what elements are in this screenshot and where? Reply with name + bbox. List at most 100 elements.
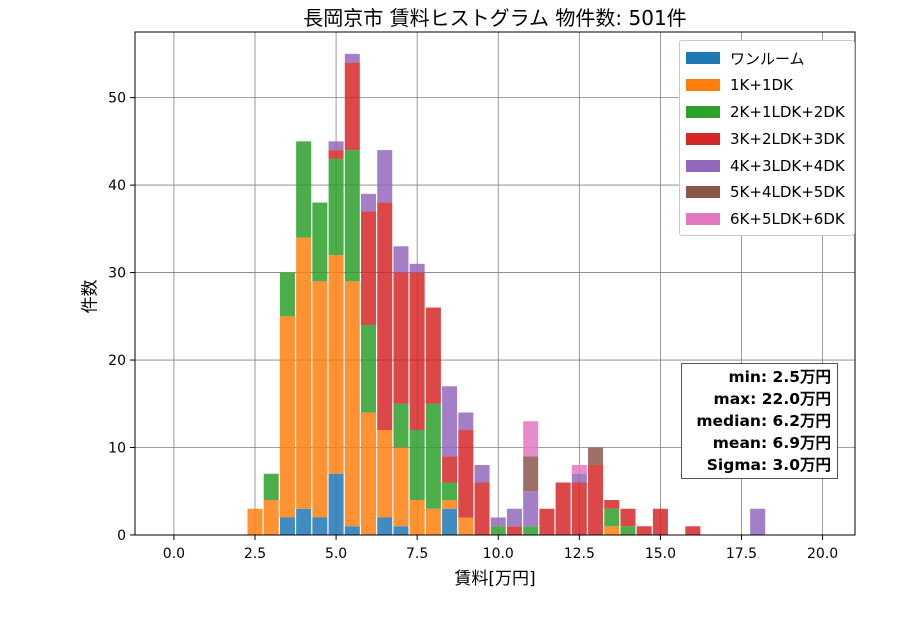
stat-min: min: 2.5万円 xyxy=(728,368,831,386)
histogram-bar xyxy=(685,526,701,535)
histogram-bar xyxy=(425,307,441,404)
legend-swatch xyxy=(686,213,720,226)
legend: ワンルーム 1K+1DK 2K+1LDK+2DK 3K+2LDK+3DK 4K+3LDK… xyxy=(679,40,855,236)
chart-title: 長岡京市 賃料ヒストグラム 物件数: 501件 xyxy=(303,6,687,30)
histogram-bar xyxy=(458,412,474,431)
x-axis-label: 賃料[万円] xyxy=(454,569,536,589)
histogram-bar xyxy=(393,272,409,404)
histogram-bar xyxy=(409,500,425,535)
x-tick-label: 10.0 xyxy=(483,546,514,562)
histogram-bar xyxy=(523,421,539,457)
histogram-bar xyxy=(588,447,604,466)
histogram-bar xyxy=(458,517,474,535)
legend-item: 4K+3LDK+4DK xyxy=(686,152,848,179)
y-tick-label: 10 xyxy=(108,441,126,457)
histogram-bar xyxy=(555,482,571,535)
x-tick-label: 15.0 xyxy=(645,546,676,562)
histogram-bar xyxy=(279,272,295,317)
histogram-bar xyxy=(571,473,587,483)
legend-swatch xyxy=(686,105,720,118)
x-tick-label: 2.5 xyxy=(244,546,266,562)
histogram-bar xyxy=(279,316,295,518)
histogram-bar xyxy=(361,325,377,413)
histogram-bar xyxy=(263,473,279,501)
legend-label: 5K+4LDK+5DK xyxy=(730,183,845,202)
y-tick-label: 40 xyxy=(108,178,126,194)
legend-label: 3K+2LDK+3DK xyxy=(730,129,845,148)
histogram-bar xyxy=(296,508,312,535)
histogram-bar xyxy=(458,430,474,518)
histogram-bar xyxy=(442,456,458,483)
histogram-bar xyxy=(636,526,652,535)
legend-swatch xyxy=(686,132,720,145)
legend-swatch xyxy=(686,52,720,65)
x-tick-label: 20.0 xyxy=(807,546,838,562)
legend-item: 2K+1LDK+2DK xyxy=(686,99,848,126)
histogram-bar xyxy=(247,508,263,535)
histogram-bar xyxy=(474,465,490,483)
histogram-bar xyxy=(490,517,506,527)
histogram-bar xyxy=(377,517,393,535)
histogram-bar xyxy=(620,508,636,527)
histogram-bar xyxy=(425,403,441,509)
histogram-bar xyxy=(393,526,409,535)
histogram-bar xyxy=(750,508,766,535)
histogram-bar xyxy=(344,53,360,63)
stat-sigma: Sigma: 3.0万円 xyxy=(706,456,831,474)
histogram-bar xyxy=(328,150,344,159)
x-tick-label: 5.0 xyxy=(325,546,347,562)
legend-label: 4K+3LDK+4DK xyxy=(730,156,845,175)
histogram-bar xyxy=(393,246,409,273)
histogram-bar xyxy=(393,447,409,527)
histogram-bar xyxy=(263,500,279,535)
histogram-bar xyxy=(312,281,328,518)
y-tick-label: 20 xyxy=(108,353,126,369)
histogram-bar xyxy=(442,386,458,457)
histogram-bar xyxy=(442,482,458,501)
x-tick-label: 12.5 xyxy=(564,546,595,562)
histogram-bar xyxy=(506,508,522,527)
histogram-bar xyxy=(409,430,425,501)
legend-swatch xyxy=(686,159,720,172)
histogram-bar xyxy=(344,150,360,282)
histogram-bar xyxy=(571,465,587,474)
y-tick-label: 50 xyxy=(108,91,126,107)
histogram-bar xyxy=(604,508,620,527)
histogram-bar xyxy=(312,202,328,282)
histogram-bar xyxy=(409,263,425,273)
x-tick-label: 7.5 xyxy=(406,546,428,562)
x-tick-label: 17.5 xyxy=(726,546,757,562)
histogram-bar xyxy=(377,150,393,203)
legend-item: 6K+5LDK+6DK xyxy=(686,206,848,233)
histogram-bar xyxy=(571,482,587,535)
histogram-bar xyxy=(604,526,620,535)
histogram-bar xyxy=(344,526,360,535)
legend-item: 5K+4LDK+5DK xyxy=(686,179,848,206)
histogram-bar xyxy=(425,508,441,535)
y-axis-label: 件数 xyxy=(80,279,101,314)
histogram-bar xyxy=(652,508,668,535)
legend-label: 2K+1LDK+2DK xyxy=(730,102,845,121)
histogram-bar xyxy=(328,473,344,535)
y-tick-label: 30 xyxy=(108,266,126,282)
histogram-bar xyxy=(539,508,555,535)
histogram-bar xyxy=(393,403,409,448)
histogram-bar xyxy=(620,526,636,535)
histogram-bar xyxy=(296,237,312,509)
histogram-bar xyxy=(361,193,377,212)
histogram-bar xyxy=(474,482,490,535)
histogram-bar xyxy=(296,141,312,238)
histogram-bar xyxy=(344,62,360,151)
legend-item: 3K+2LDK+3DK xyxy=(686,125,848,152)
histogram-bar xyxy=(328,158,344,256)
histogram-bar xyxy=(328,255,344,474)
histogram-bar xyxy=(523,526,539,535)
legend-label: 1K+1DK xyxy=(730,76,793,95)
plot-frame xyxy=(134,31,856,536)
stats-box: min: 2.5万円 max: 22.0万円 median: 6.2万円 mea… xyxy=(681,363,838,479)
histogram-bar xyxy=(442,508,458,535)
legend-swatch xyxy=(686,186,720,199)
histogram-bar xyxy=(523,456,539,492)
y-tick-label: 0 xyxy=(117,528,126,544)
